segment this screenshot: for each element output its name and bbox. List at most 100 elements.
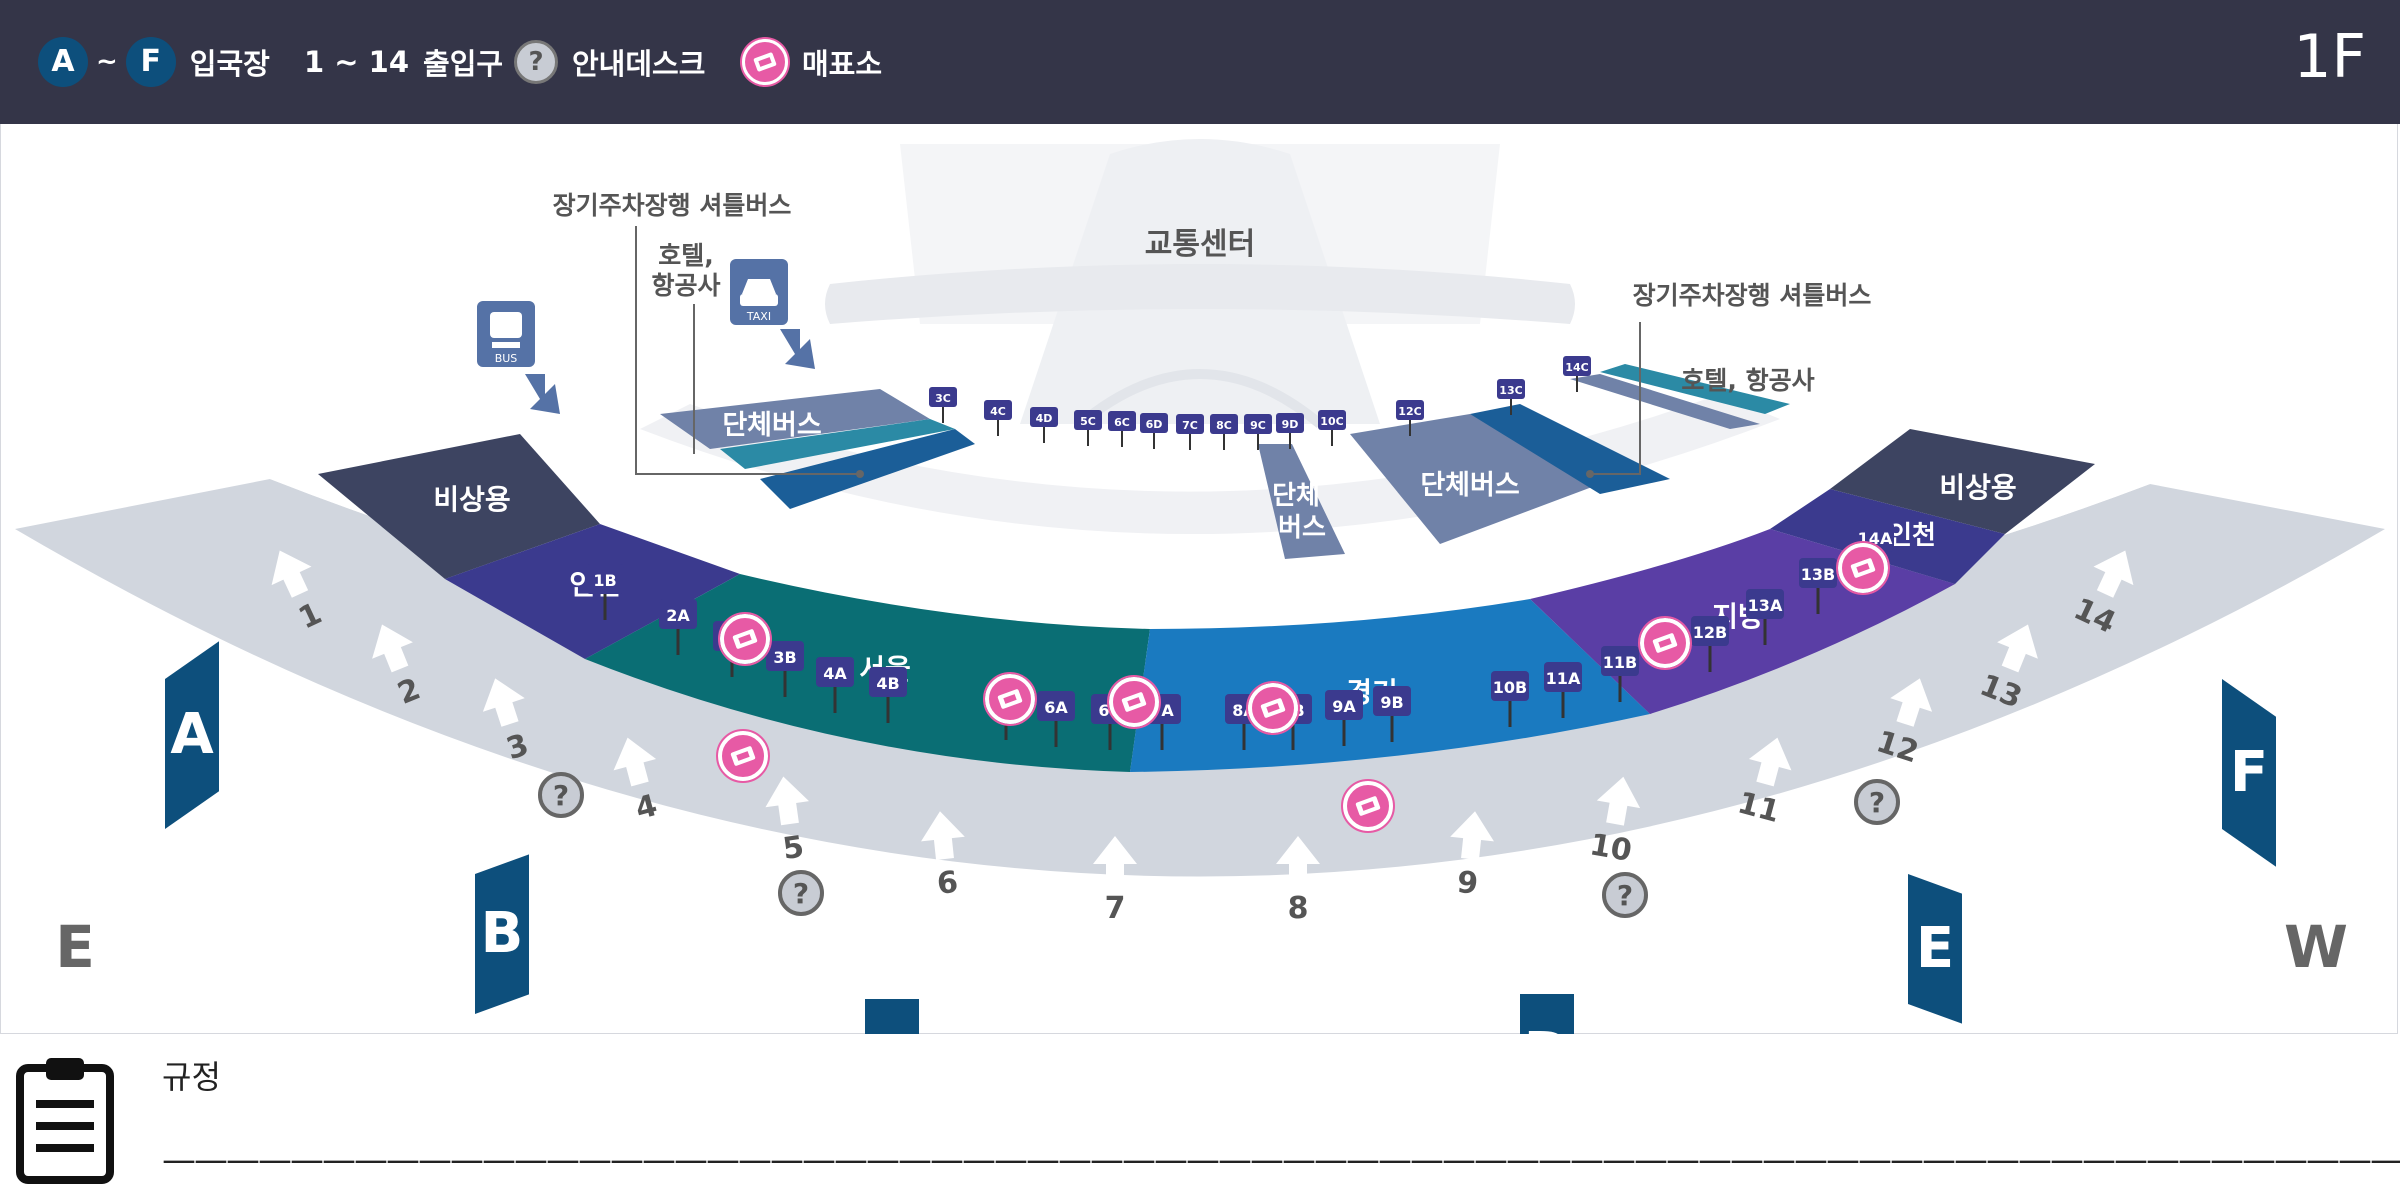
bus-stop-12c: 12C [1396,400,1424,436]
group-bus-center-area [1258,444,1345,559]
bus-stop-13b: 13B [1799,558,1837,614]
bus-stop-3c-label: 3C [935,392,951,405]
clipboard-icon [16,1058,114,1184]
bus-stop-9b: 9B [1373,686,1411,742]
bus-stop-4d-label: 4D [1036,412,1053,425]
bus-stop-5c: 5C [1074,410,1102,446]
zone-emergency-right [1830,429,2095,534]
bus-stop-2a: 2A [659,599,697,655]
bus-stop-4b-label: 4B [876,674,899,693]
bus-stop-10b: 10B [1491,671,1529,727]
bus-stop-4c-label: 4C [990,405,1006,418]
taxi-icon: TAXI [730,259,788,325]
legend-ticket-label: 매표소 [802,47,883,81]
hotel-left-label-1: 호텔, [658,241,714,270]
exit-arrow-icon [921,811,965,860]
legend-tilde: ~ [96,47,118,77]
gate-e-label: E [1916,916,1954,981]
exit-arrow-icon [372,624,413,673]
compass-west: W [2284,913,2348,981]
bus-stop-2a-label: 2A [666,606,690,625]
bus-stop-1b: 1B [586,564,624,620]
gate-f-label: F [2230,740,2268,805]
ticket-office-icon [1246,681,1300,735]
group-bus-left-area [660,389,930,449]
bus-stop-4b: 4B [869,667,907,723]
shuttle-left-label: 장기주차장행 셔틀버스 [553,191,792,220]
exit-arrow-icon [271,550,312,598]
compass-east: E [55,913,95,981]
gate-a-label: A [170,702,214,767]
group-bus-left-stripe [720,419,955,469]
exit-arrow-icon [2093,550,2134,598]
bus-stop-8c: 8C [1210,414,1238,450]
ticket-office-icon [1836,541,1890,595]
exit-arrow-icon [765,776,810,826]
zone-emergency-right-label: 비상용 [1939,471,2016,504]
exit-arrow-icon [482,678,525,727]
bus-stop-9d-label: 9D [1282,418,1299,431]
bus-stop-6d-label: 6D [1146,418,1163,431]
info-desk-symbol: ? [1869,786,1885,819]
bus-stop-13b-label: 13B [1801,565,1835,584]
gates-layer: A B C D E F [165,641,2276,1034]
group-bus-left-lane [760,429,975,509]
exit-6-label: 6 [935,865,959,902]
exit-6-marker: 6 [921,811,965,902]
group-bus-right-label: 단체버스 [1420,470,1519,501]
shuttle-right-label: 장기주차장행 셔틀버스 [1633,281,1872,310]
floor-indicator: 1F [2293,22,2366,92]
transport-center-label: 교통센터 [1145,227,1255,262]
group-bus-right-area [1350,414,1600,544]
group-bus-center-label-2: 버스 [1278,513,1326,543]
ticket-office-icon [983,672,1037,726]
exit-arrow-icon [1997,624,2038,673]
transport-center: 교통센터 [825,139,1575,428]
shuttle-right-dot [1586,470,1594,478]
bus-stop-13a-label: 13A [1748,596,1783,615]
group-bus-left-label: 단체버스 [722,410,821,441]
bus-stop-13a: 13A [1746,589,1784,645]
zone-emergency-left [318,434,600,579]
bus-stop-9c: 9C [1244,414,1272,450]
legend-gates: A ~ F 입국장 [38,0,270,124]
bus-stop-11b: 11B [1601,646,1639,702]
bus-stop-10c-label: 10C [1320,415,1343,428]
exit-arrow-icon [1093,836,1137,884]
bus-stop-10b-label: 10B [1493,678,1527,697]
ticket-office-icon [1341,779,1395,833]
gate-a-legend-icon: A [38,37,88,87]
exit-7-label: 7 [1105,891,1126,926]
exit-9-label: 9 [1455,865,1479,902]
map-frame [0,124,2398,1034]
exit-arrow-icon [1596,776,1641,826]
bus-stop-9c-label: 9C [1250,419,1266,432]
gate-f-legend-icon: F [125,37,176,87]
exit-8-label: 8 [1288,891,1309,926]
info-desk-symbol: ? [1617,879,1633,912]
bus-stop-9a: 9A [1325,690,1363,746]
bus-stop-5c-label: 5C [1080,415,1096,428]
taxi-icon-label: TAXI [746,310,771,323]
bus-stop-13c-label: 13C [1499,384,1522,397]
info-desk-legend-icon: ? [514,40,558,84]
ticket-office-legend-icon [742,39,788,85]
legend-info: ? 안내데스크 [514,0,705,124]
bus-stop-11a: 11A [1544,662,1582,718]
exit-5-label: 5 [781,829,807,867]
exit-arrow-icon [1890,678,1933,727]
hotel-right-label: 호텔, 항공사 [1681,366,1814,395]
bus-stop-14c: 14C [1563,356,1591,392]
exit-8-marker: 8 [1276,836,1320,926]
exit-9-marker: 9 [1450,811,1494,902]
shuttle-left-dot [856,470,864,478]
hotel-right-lane-1 [1570,374,1760,429]
rules-line: ————————————————————————————————————————… [162,1140,2400,1180]
gate-b-label: B [481,901,524,966]
bus-stop-6c-label: 6C [1114,416,1130,429]
exit-arrow-icon [1450,811,1494,860]
exit-5-marker: 5 [765,776,810,867]
info-desk-icon: ? [538,772,584,818]
header-bar: A ~ F 입국장 1 ~ 14 출입구 ? 안내데스크 매표소 1F [0,0,2400,124]
taxi-arrow-icon [780,329,815,369]
